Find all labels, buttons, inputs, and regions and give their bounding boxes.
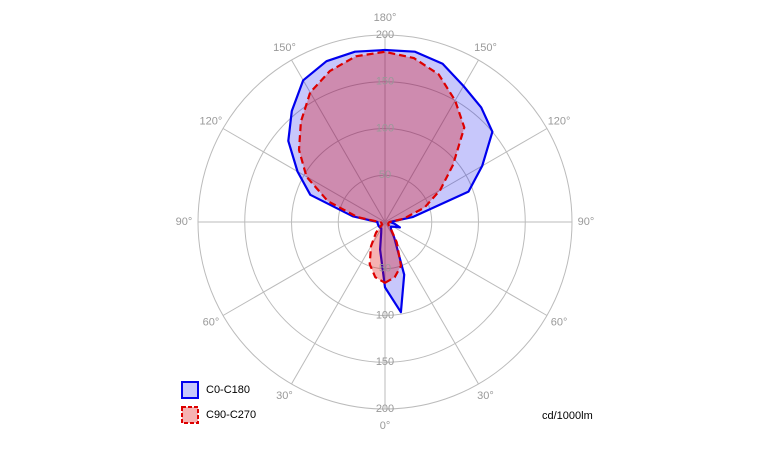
angle-tick-label: 150° [474,42,497,54]
r-tick-label: 150 [376,76,394,88]
grid-spoke [291,59,386,223]
grid-spoke [222,128,386,223]
angle-tick-label: 120° [548,115,571,127]
angle-tick-label: 120° [200,115,223,127]
grid-spoke [384,221,548,316]
grid-spoke [291,221,386,385]
grid [197,34,573,410]
angle-tick-label: 0° [380,420,391,432]
r-tick-label: 200 [376,403,394,415]
legend-label: C90-C270 [206,409,256,421]
grid-spoke [384,221,479,385]
r-tick-label: 100 [376,122,394,134]
angle-tick-label: 60° [203,316,220,328]
grid-spoke [222,221,386,316]
angle-tick-label: 90° [176,216,193,228]
angle-tick-label: 30° [477,390,494,402]
unit-label: cd/1000lm [542,410,593,422]
angle-tick-label: 90° [578,216,595,228]
r-tick-label: 50 [379,169,391,181]
grid-spoke [384,59,479,223]
legend-swatch [181,406,199,424]
r-tick-label: 200 [376,29,394,41]
r-tick-label: 50 [379,263,391,275]
angle-tick-label: 180° [374,12,397,24]
legend-swatch [181,381,199,399]
r-tick-label: 150 [376,356,394,368]
grid-spoke [384,128,548,223]
angle-tick-label: 60° [551,316,568,328]
angle-tick-label: 150° [273,42,296,54]
r-tick-label: 100 [376,309,394,321]
angle-tick-label: 30° [276,390,293,402]
series-area [297,50,466,284]
legend-label: C0-C180 [206,384,250,396]
series-area [287,48,494,314]
